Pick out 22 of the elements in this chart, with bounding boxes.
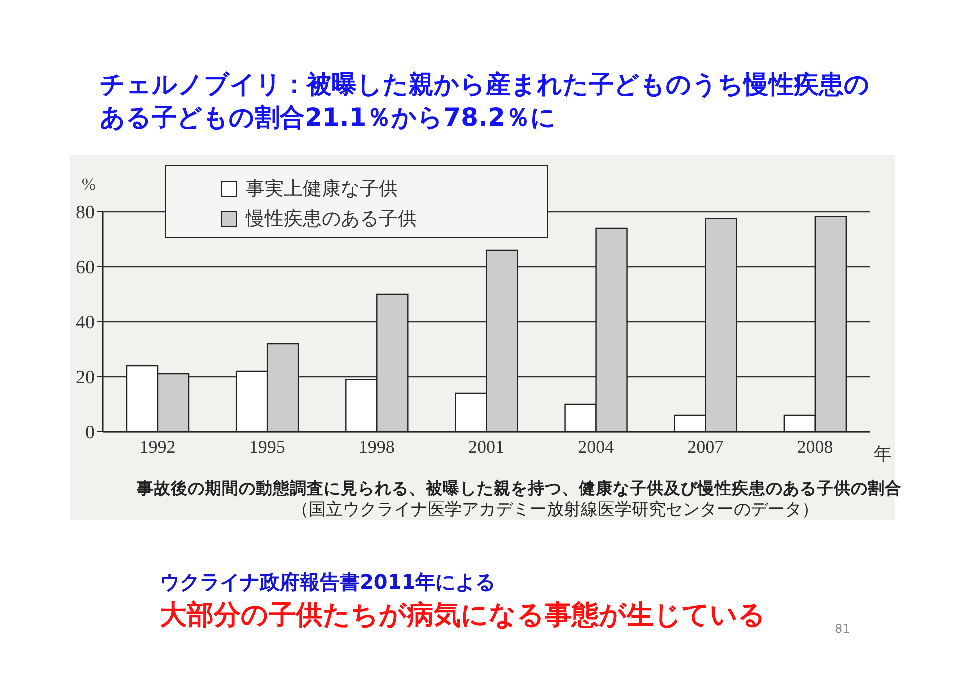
y-tick-label: 80 (76, 202, 95, 224)
chart-title: チェルノブイリ：被曝した親から産まれた子どものうち慢性疾患のある子どもの割合21.1％から78.2％に (100, 69, 871, 134)
text: 大部分の子供たちが病気になる事態が生じている (160, 599, 766, 633)
y-tick-label: 60 (76, 258, 95, 279)
x-axis-title: 年 (874, 444, 892, 464)
x-tick-label: 1995 (249, 436, 286, 457)
y-tick-label: 20 (76, 368, 95, 389)
x-tick-label: 1992 (140, 436, 176, 457)
text: （国立ウクライナ医学アカデミー放射線医学研究センターのデータ） (292, 500, 819, 520)
x-tick-label: 2001 (468, 436, 504, 457)
y-axis-title: % (82, 175, 96, 194)
x-tick-label: 1998 (358, 436, 395, 457)
x-tick-label: 2007 (688, 436, 724, 457)
x-tick-label: 2008 (797, 436, 834, 457)
legend-label: 慢性疾患のある子供 (246, 208, 417, 232)
text: 事故後の期間の動態調査に見られる、被曝した親を持つ、健康な子供及び慢性疾患のある子供の割合 (137, 479, 902, 499)
y-tick-label: 40 (76, 312, 95, 334)
x-tick-label: 2004 (578, 436, 614, 457)
text: ウクライナ政府報告書2011年による (160, 569, 496, 596)
legend-label: 事実上健康な子供 (246, 178, 398, 202)
y-tick-label: 0 (86, 422, 95, 444)
text: 81 (835, 622, 850, 636)
